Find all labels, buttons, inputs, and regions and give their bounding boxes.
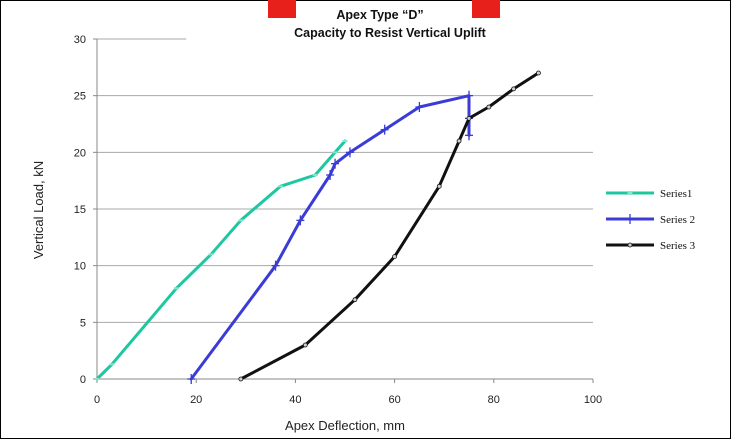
- series-3-point-9: [511, 86, 517, 92]
- series-2-point-3: [296, 215, 305, 226]
- legend-marker-3: [627, 242, 633, 248]
- series-line-3: [239, 71, 540, 381]
- y-tick-label-25: 25: [74, 91, 86, 103]
- series-3-point-4: [392, 254, 398, 260]
- y-tick-label-10: 10: [74, 261, 86, 273]
- series-2-point-4: [326, 170, 335, 180]
- series-2-point-2: [271, 260, 280, 271]
- series-2-point-9: [465, 90, 473, 101]
- series-2-point-6: [345, 147, 354, 158]
- legend: Series1 Series 2 Series 3: [606, 188, 696, 252]
- y-axis-title: Vertical Load, kN: [31, 161, 46, 259]
- series-2-point-8: [415, 102, 424, 112]
- series-2-point-5: [331, 158, 340, 169]
- x-tick-label-20: 20: [190, 394, 202, 406]
- series-layer: [94, 70, 541, 384]
- y-tick-label-0: 0: [80, 374, 86, 386]
- series-3-point-6: [456, 138, 462, 144]
- y-tick-label-30: 30: [74, 34, 86, 46]
- red-header-block-left: [268, 0, 296, 18]
- x-tick-label-60: 60: [388, 394, 400, 406]
- series-3-point-10: [536, 70, 541, 76]
- x-tick-label-40: 40: [289, 394, 301, 406]
- x-tick-label-100: 100: [584, 394, 602, 406]
- tick-labels: 0 5 10 15 20 25 30 0 20 40 60 80 100: [74, 34, 602, 406]
- chart-subtitle: Capacity to Resist Vertical Uplift: [294, 26, 487, 40]
- series-3-point-7: [466, 115, 472, 121]
- series-2-point-1: [187, 374, 196, 384]
- series-3-point-3: [352, 297, 358, 303]
- grid-lines: [97, 38, 593, 323]
- series-line-2: [189, 94, 471, 381]
- legend-marker-2: [626, 214, 634, 224]
- series-3-point-8: [486, 104, 492, 110]
- series-3-point-2: [302, 342, 308, 348]
- legend-label-3: Series 3: [660, 240, 696, 252]
- series-2-point-7: [380, 124, 389, 135]
- y-tick-label-20: 20: [74, 147, 86, 159]
- axes: [93, 38, 594, 383]
- legend-label-2: Series 2: [660, 214, 695, 226]
- x-tick-label-0: 0: [94, 394, 100, 406]
- series-2-point-11: [465, 130, 473, 141]
- y-tick-label-15: 15: [74, 204, 86, 216]
- chart-title: Apex Type “D”: [336, 8, 423, 22]
- legend-label-1: Series1: [660, 188, 692, 200]
- red-header-block-right: [472, 0, 500, 18]
- series-3-point-5: [436, 183, 442, 189]
- x-tick-label-80: 80: [488, 394, 500, 406]
- series-3-point-1: [238, 376, 244, 382]
- y-tick-label-5: 5: [80, 317, 86, 329]
- x-axis-title: Apex Deflection, mm: [285, 418, 405, 433]
